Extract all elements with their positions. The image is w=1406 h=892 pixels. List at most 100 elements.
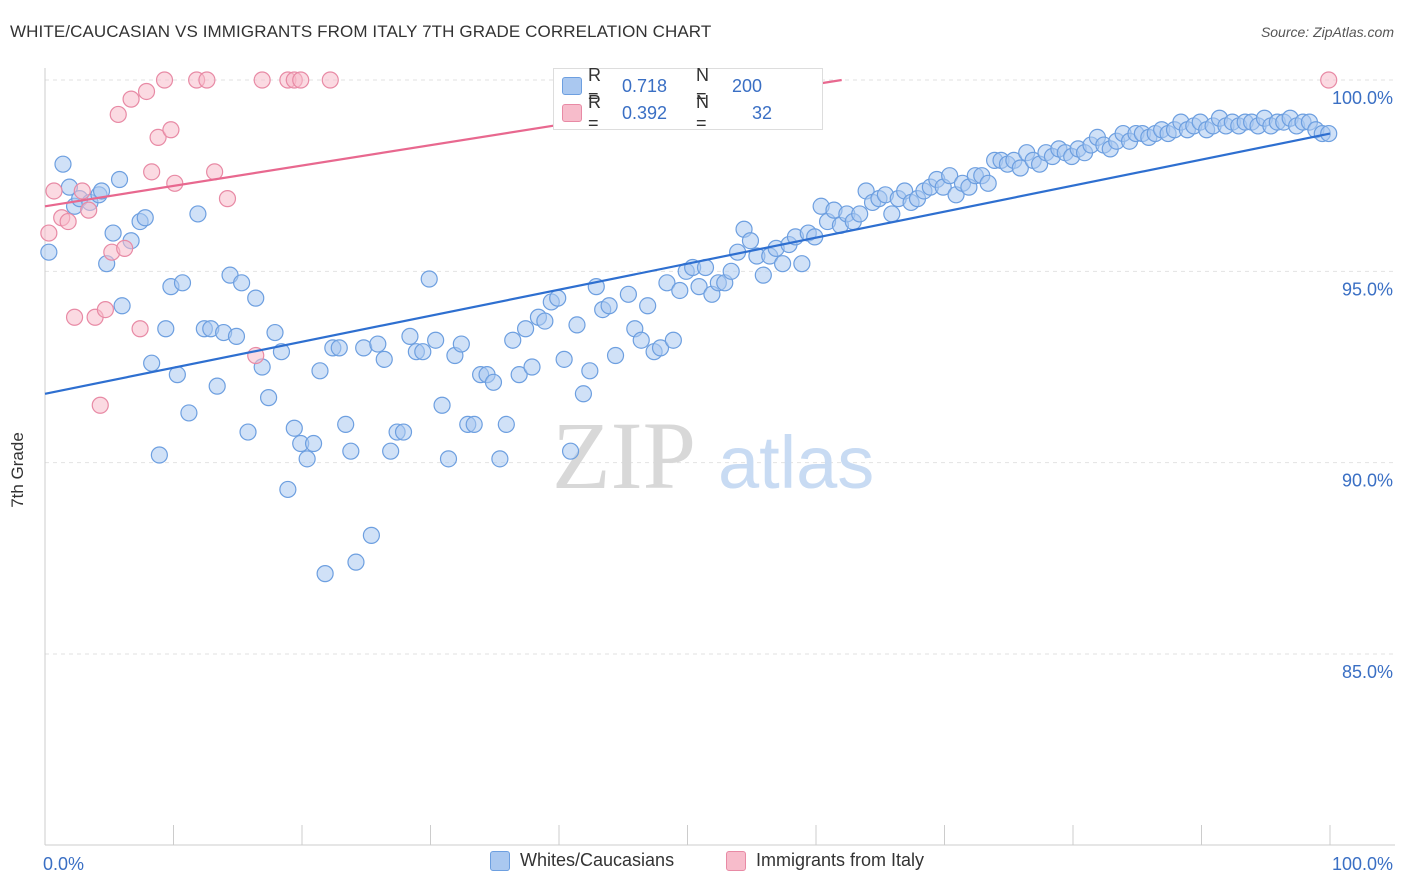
data-point — [671, 281, 689, 300]
data-point — [321, 71, 339, 89]
data-point — [162, 121, 180, 139]
data-point — [1320, 71, 1338, 89]
series-whites — [40, 109, 1338, 583]
data-point — [131, 320, 149, 338]
legend-item-italy[interactable]: Immigrants from Italy — [726, 850, 924, 871]
data-point — [59, 212, 77, 231]
y-tick-label: 85.0% — [1342, 662, 1393, 682]
data-point — [40, 224, 58, 242]
stats-n-label: N = — [696, 92, 709, 133]
stats-n-label: N = — [696, 65, 709, 106]
data-point — [253, 71, 271, 89]
stats-box: R = 0.718 N = 200 R = 0.392 N = 32 — [553, 65, 823, 133]
stats-r-value: 0.718 — [622, 75, 668, 96]
data-point — [155, 71, 174, 89]
data-point — [1011, 159, 1029, 177]
data-point — [113, 297, 131, 315]
data-point — [722, 262, 740, 280]
data-point — [484, 373, 503, 391]
data-point — [80, 201, 98, 219]
data-point — [664, 331, 682, 349]
data-point — [979, 174, 997, 192]
y-axis-label: 7th Grade — [8, 432, 27, 508]
data-point — [394, 423, 413, 441]
data-point — [227, 327, 246, 345]
data-point — [233, 274, 251, 292]
data-point — [259, 389, 278, 407]
data-point — [65, 308, 84, 326]
data-point — [96, 301, 114, 319]
data-point — [523, 358, 541, 376]
data-point — [198, 71, 216, 89]
gridlines — [45, 79, 1395, 655]
data-point — [568, 316, 586, 334]
data-point — [298, 450, 316, 468]
y-tick-label: 95.0% — [1342, 279, 1393, 299]
data-point — [173, 274, 192, 292]
data-point — [292, 71, 310, 89]
stats-swatch-italy — [562, 104, 582, 122]
data-point — [136, 209, 154, 227]
stats-n-value: 200 — [732, 75, 763, 96]
data-point — [690, 278, 708, 296]
data-point — [555, 350, 573, 368]
data-point — [420, 270, 438, 288]
x-tick-label: 0.0% — [43, 854, 84, 874]
legend-label-italy: Immigrants from Italy — [756, 850, 925, 870]
data-point — [491, 450, 509, 468]
data-point — [266, 323, 284, 342]
data-point — [166, 174, 184, 192]
data-point — [375, 350, 393, 368]
data-point — [157, 320, 175, 338]
data-point — [504, 331, 522, 349]
data-point — [632, 331, 650, 349]
data-point — [941, 167, 959, 185]
data-point — [304, 434, 323, 453]
data-point — [369, 335, 387, 353]
data-point — [651, 339, 670, 357]
data-point — [439, 450, 458, 468]
data-point — [45, 182, 63, 200]
data-point — [91, 396, 109, 414]
source-label: Source: ZipAtlas.com — [1260, 24, 1394, 40]
data-point — [773, 255, 792, 273]
data-point — [342, 442, 360, 460]
data-point — [561, 442, 580, 460]
data-point — [549, 289, 567, 307]
data-point — [337, 415, 355, 433]
axes — [44, 68, 1395, 846]
data-point — [639, 297, 657, 315]
data-point — [218, 190, 237, 208]
data-point — [574, 385, 593, 403]
data-point — [793, 255, 811, 273]
watermark-atlas: atlas — [718, 421, 874, 504]
data-point — [279, 480, 297, 499]
legend-label-whites: Whites/Caucasians — [520, 850, 675, 870]
x-tick-label: 100.0% — [1332, 854, 1393, 874]
stats-r-label: R = — [588, 65, 601, 106]
data-point — [137, 82, 156, 101]
data-point — [150, 446, 168, 464]
data-point — [330, 339, 348, 357]
stats-n-value: 32 — [752, 102, 773, 123]
data-point — [239, 423, 257, 441]
data-point — [427, 331, 445, 349]
data-point — [347, 553, 365, 571]
data-point — [851, 205, 869, 223]
data-point — [619, 285, 637, 303]
legend-swatch-italy — [726, 850, 746, 871]
data-point — [143, 354, 161, 372]
data-point — [122, 90, 140, 108]
data-point — [355, 339, 373, 357]
data-point — [465, 415, 483, 433]
data-point — [433, 396, 451, 414]
data-point — [208, 377, 226, 395]
stats-swatch-whites — [562, 77, 582, 95]
data-point — [581, 362, 599, 380]
data-point — [180, 404, 198, 422]
legend-item-whites[interactable]: Whites/Caucasians — [490, 850, 674, 871]
x-tick-labels: 0.0% 100.0% — [43, 854, 1393, 874]
chart-title: WHITE/CAUCASIAN VS IMMIGRANTS FROM ITALY… — [10, 22, 712, 41]
data-point — [311, 362, 329, 380]
data-point — [883, 205, 901, 223]
